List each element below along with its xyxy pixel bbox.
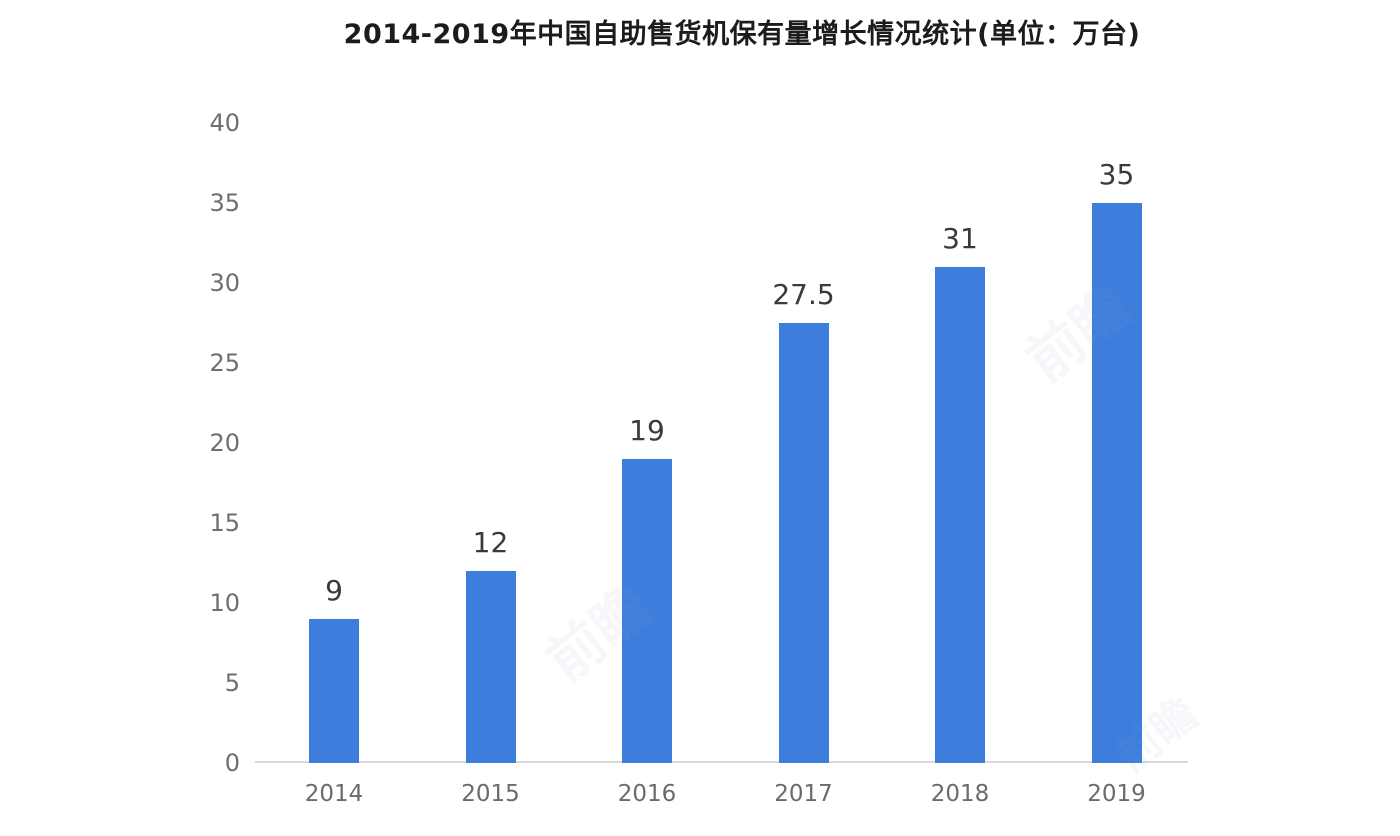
bar-value-label: 31 [942, 222, 978, 255]
bar-value-label: 27.5 [772, 278, 835, 311]
x-axis-tick-label: 2015 [461, 781, 520, 807]
y-axis-tick-label: 40 [209, 109, 240, 137]
y-axis-tick-label: 30 [209, 269, 240, 297]
y-axis-tick-label: 35 [209, 189, 240, 217]
y-axis-tick-label: 15 [209, 509, 240, 537]
bar-2015 [465, 571, 516, 763]
bar-value-label: 35 [1098, 158, 1135, 191]
bar-value-label: 19 [629, 414, 665, 447]
x-axis-tick-label: 2018 [930, 781, 990, 807]
x-axis-tick-label: 2017 [774, 781, 833, 807]
bar-2019 [1091, 203, 1142, 763]
bar-value-label: 9 [325, 574, 343, 607]
y-axis-tick-label: 10 [209, 589, 240, 617]
bar-2014 [309, 619, 359, 763]
y-axis-tick-label: 5 [224, 669, 240, 697]
x-axis-tick-label: 2019 [1087, 781, 1146, 807]
x-axis-line [255, 761, 1188, 763]
bar-2018 [935, 267, 985, 763]
y-axis-tick-label: 0 [224, 749, 240, 777]
x-axis-tick-label: 2016 [617, 781, 677, 807]
bar-value-label: 12 [472, 526, 509, 559]
bar-2016 [622, 459, 672, 763]
chart-title: 2014-2019年中国自助售货机保有量增长情况统计(单位：万台) [343, 19, 1141, 50]
y-axis-tick-label: 25 [209, 349, 240, 377]
y-axis-tick-label: 20 [209, 429, 240, 457]
bar-2017 [778, 323, 829, 763]
x-axis-tick-label: 2014 [304, 781, 364, 807]
